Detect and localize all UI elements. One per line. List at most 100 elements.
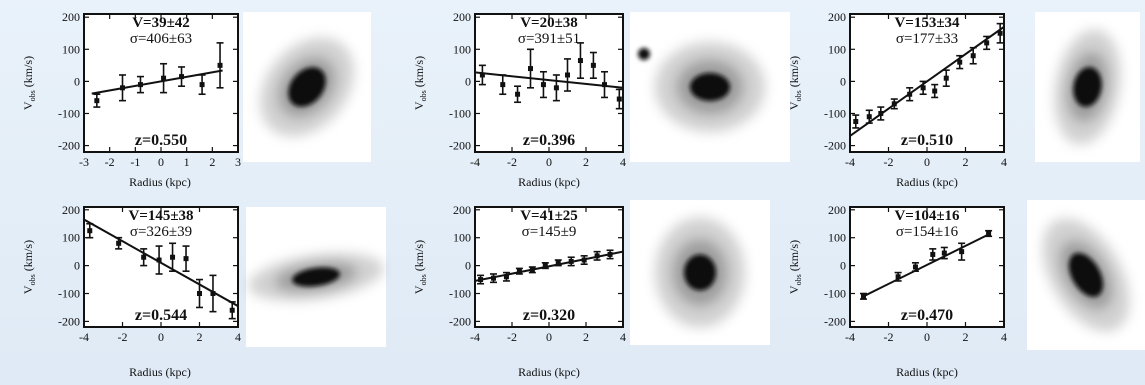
panel-3: 200 100 0 -100 -200 -4 -2 0 2 4 Radius (kpc) Vobs (k… <box>787 10 1140 189</box>
data-point <box>615 88 623 110</box>
velocity-label: V=145±38 <box>128 208 193 224</box>
data-marker <box>957 59 963 65</box>
y-axis-subscript: obs <box>419 90 428 101</box>
x-tick-label: -4 <box>845 330 855 344</box>
data-point <box>985 229 993 238</box>
data-marker <box>540 82 546 88</box>
x-tick-label: 3 <box>235 155 241 169</box>
sigma-label: σ=391±51 <box>518 31 580 47</box>
data-point <box>502 271 510 282</box>
data-point <box>593 250 601 261</box>
galaxy-core <box>690 73 730 101</box>
data-marker <box>516 268 522 274</box>
y-axis-subscript: obs <box>28 274 37 285</box>
data-point <box>228 301 236 320</box>
x-tick-label: 1 <box>184 155 190 169</box>
data-marker <box>529 267 535 273</box>
galaxy-core <box>292 267 340 287</box>
x-tick-label: -2 <box>884 330 894 344</box>
data-point <box>119 74 126 102</box>
data-marker <box>553 85 559 91</box>
y-axis-subscript: obs <box>794 90 803 101</box>
galaxy-core <box>1068 253 1104 297</box>
y-tick-label: 0 <box>840 259 846 273</box>
sigma-label: σ=406±63 <box>130 31 192 47</box>
data-point <box>969 46 977 65</box>
y-axis-label: Vobs (km/s) <box>21 56 37 110</box>
plot-data <box>84 218 238 320</box>
y-tick-label: -100 <box>824 287 846 301</box>
y-axis-symbol: V <box>412 101 426 110</box>
y-tick-label: -100 <box>449 106 471 120</box>
data-point <box>155 245 163 275</box>
data-point <box>140 248 148 267</box>
y-axis-subscript: obs <box>794 274 803 285</box>
data-point <box>490 273 497 284</box>
redshift-label: z=0.544 <box>135 307 187 324</box>
galaxy-image-2 <box>630 12 790 162</box>
data-marker <box>984 40 990 46</box>
x-tick-label: -2 <box>118 330 128 344</box>
y-tick-label: 200 <box>62 10 80 24</box>
data-marker <box>920 85 926 91</box>
data-marker <box>528 66 533 72</box>
y-axis-unit: (km/s) <box>787 56 801 87</box>
data-marker <box>907 91 913 97</box>
y-axis-unit: (km/s) <box>21 56 35 87</box>
data-marker <box>500 82 506 88</box>
galaxy-core <box>684 254 716 291</box>
data-marker <box>970 53 976 59</box>
data-marker <box>87 228 93 234</box>
sigma-label: σ=145±9 <box>522 224 577 240</box>
data-marker <box>568 258 574 264</box>
data-marker <box>941 250 947 256</box>
redshift-label: z=0.510 <box>901 132 953 149</box>
data-marker <box>943 75 949 81</box>
data-point <box>93 93 101 108</box>
y-axis-symbol: V <box>21 285 35 294</box>
x-axis-label: Radius (kpc) <box>129 175 191 189</box>
x-tick-label: -3 <box>79 155 89 169</box>
data-marker <box>959 249 965 255</box>
data-marker <box>565 72 570 78</box>
data-marker <box>930 251 936 257</box>
galaxy-core <box>1073 67 1102 107</box>
sigma-label: σ=154±16 <box>896 224 959 240</box>
data-point <box>894 271 902 282</box>
x-tick-label: -2 <box>884 155 894 169</box>
data-point <box>567 256 575 267</box>
y-axis-label: Vobs (km/s) <box>21 240 37 294</box>
fit-line <box>863 232 991 298</box>
sigma-label: σ=177±33 <box>896 31 958 47</box>
x-tick-label: 4 <box>1001 330 1007 344</box>
y-axis-symbol: V <box>787 101 801 110</box>
data-point <box>554 259 562 267</box>
x-tick-label: -2 <box>507 155 517 169</box>
galaxy-image-5 <box>630 200 770 345</box>
y-tick-label: 100 <box>62 42 80 56</box>
y-axis-unit: (km/s) <box>787 240 801 271</box>
data-point <box>541 262 549 270</box>
y-tick-label: -100 <box>449 287 471 301</box>
y-tick-label: 100 <box>453 42 471 56</box>
data-point <box>478 64 486 86</box>
data-point <box>919 80 927 96</box>
data-point <box>865 109 873 124</box>
data-point <box>906 87 914 102</box>
data-marker <box>479 72 485 78</box>
x-tick-label: 2 <box>583 330 589 344</box>
y-tick-label: 200 <box>828 203 846 217</box>
data-point <box>209 274 217 313</box>
y-axis-label: Vobs (km/s) <box>412 240 428 294</box>
data-point <box>576 42 584 79</box>
x-tick-label: -4 <box>470 155 480 169</box>
data-marker <box>197 291 202 297</box>
x-tick-label: 4 <box>1001 155 1007 169</box>
data-marker <box>137 82 143 88</box>
data-point <box>929 248 937 261</box>
data-marker <box>179 74 185 80</box>
plot-data <box>850 22 1004 137</box>
y-axis-label: Vobs (km/s) <box>412 56 428 110</box>
